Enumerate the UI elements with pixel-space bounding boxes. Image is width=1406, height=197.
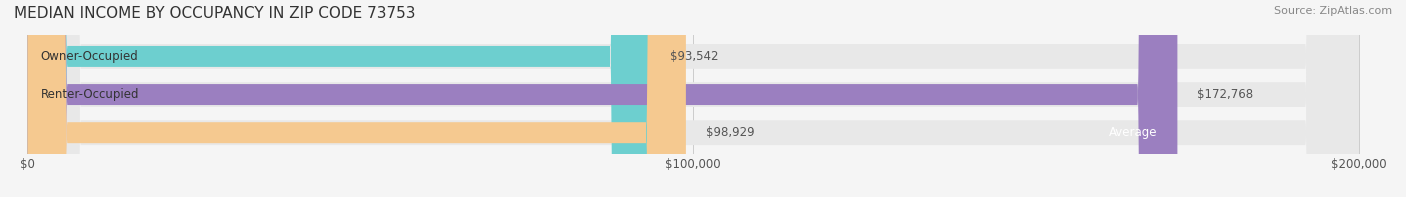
Text: $172,768: $172,768	[1198, 88, 1254, 101]
FancyBboxPatch shape	[27, 0, 650, 197]
FancyBboxPatch shape	[27, 0, 686, 197]
FancyBboxPatch shape	[27, 0, 1177, 197]
Text: $93,542: $93,542	[671, 50, 718, 63]
FancyBboxPatch shape	[27, 0, 1358, 197]
Text: $98,929: $98,929	[706, 126, 755, 139]
Text: Renter-Occupied: Renter-Occupied	[41, 88, 139, 101]
FancyBboxPatch shape	[27, 0, 1358, 197]
Text: Source: ZipAtlas.com: Source: ZipAtlas.com	[1274, 6, 1392, 16]
Text: Average: Average	[1109, 126, 1157, 139]
Text: Owner-Occupied: Owner-Occupied	[41, 50, 138, 63]
Text: MEDIAN INCOME BY OCCUPANCY IN ZIP CODE 73753: MEDIAN INCOME BY OCCUPANCY IN ZIP CODE 7…	[14, 6, 416, 21]
FancyBboxPatch shape	[27, 0, 1358, 197]
